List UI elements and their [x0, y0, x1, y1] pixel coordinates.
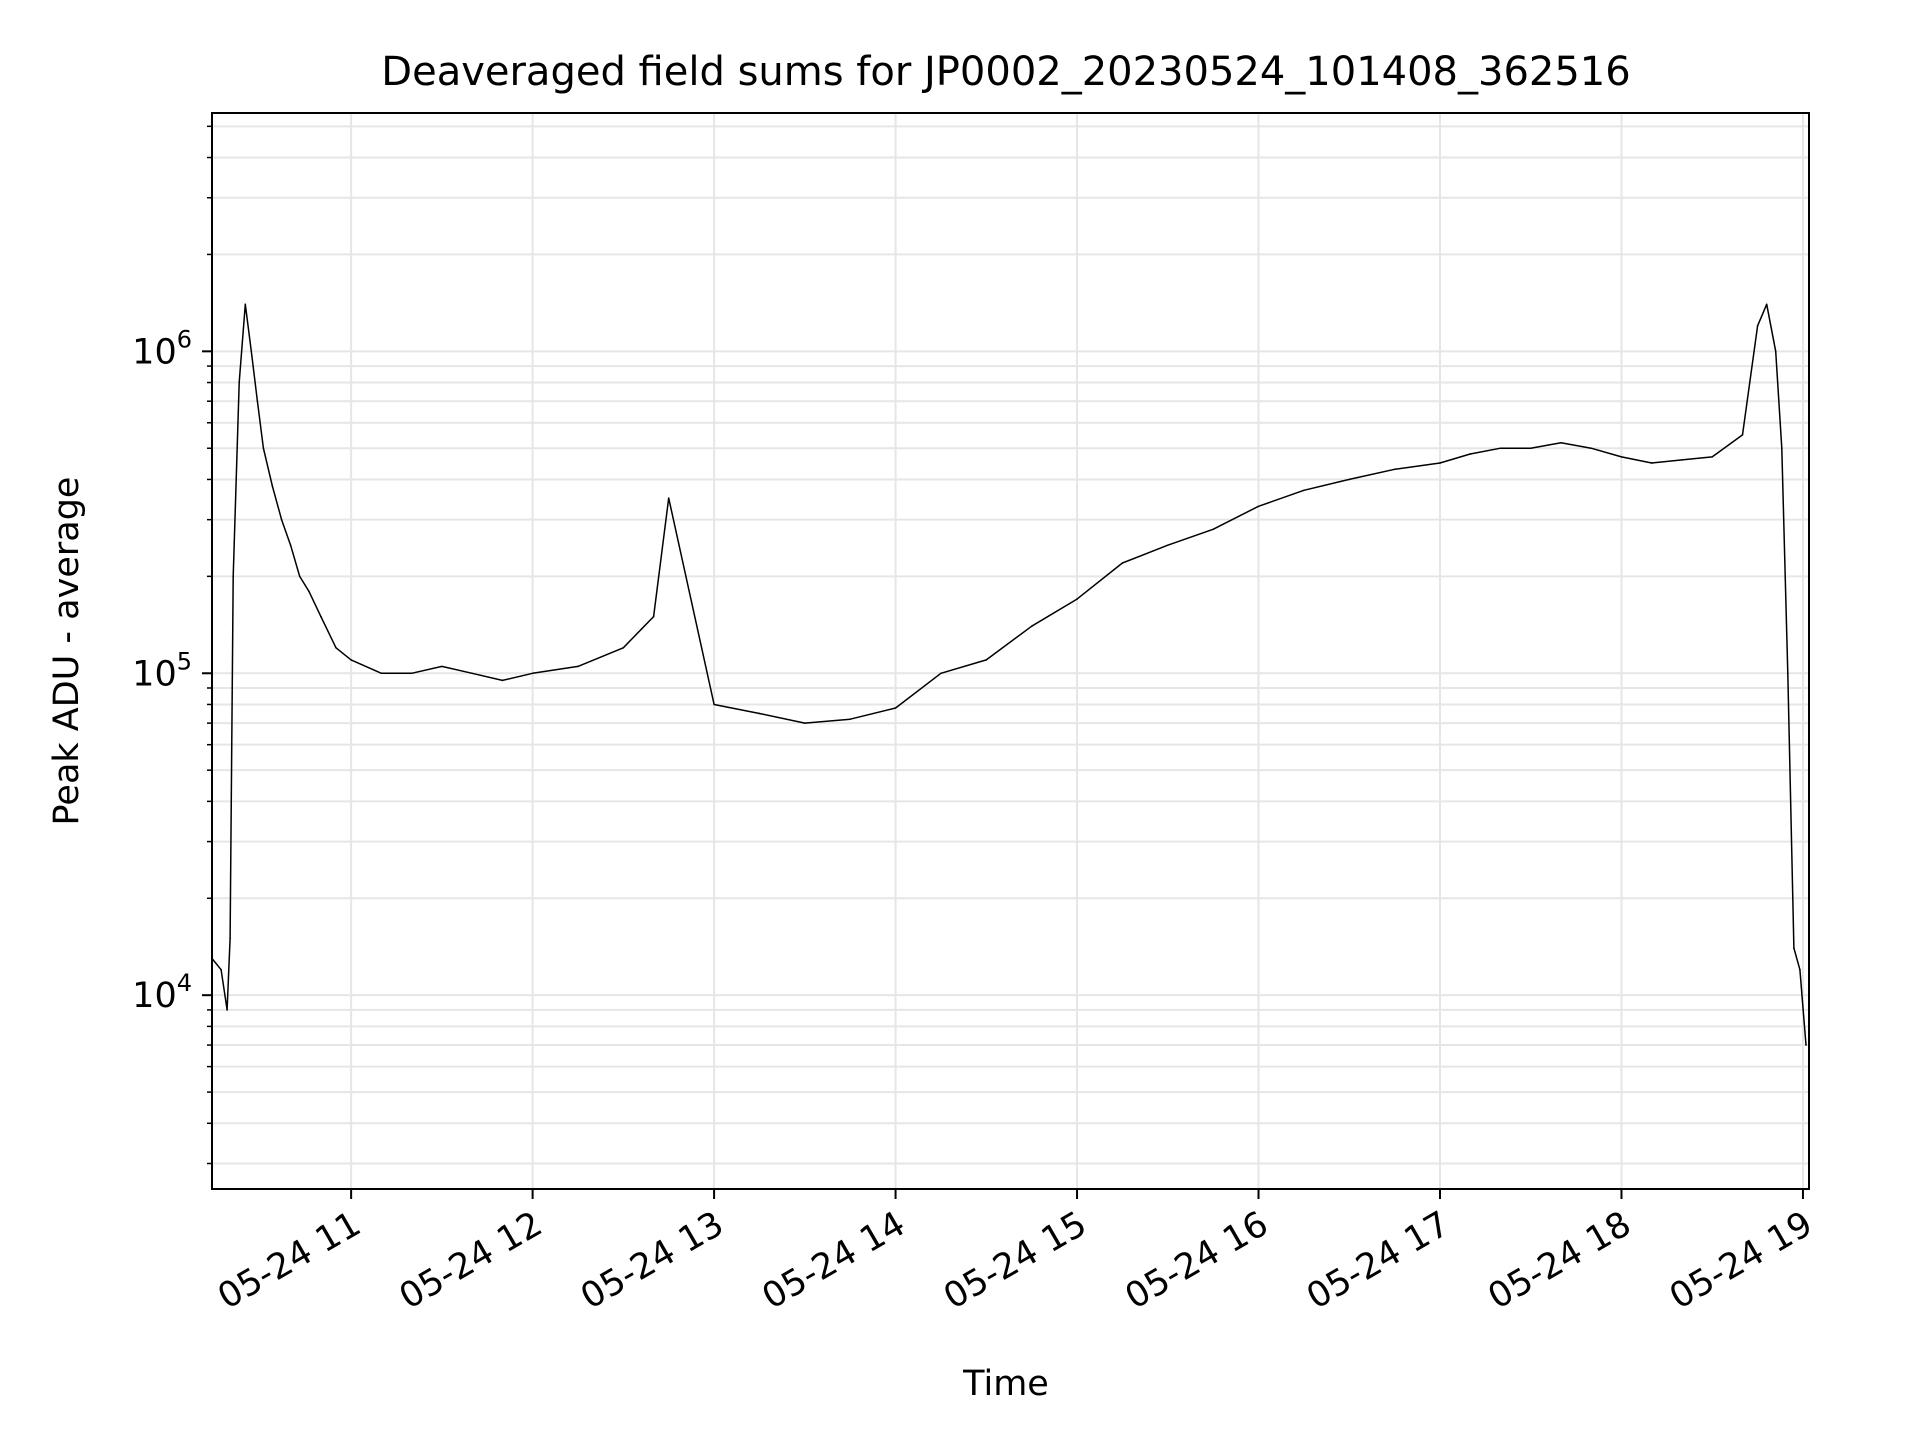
data-point — [1121, 562, 1124, 564]
data-point — [804, 722, 806, 724]
data-point — [1741, 434, 1744, 436]
data-point — [250, 350, 253, 353]
y-tick-label: 105 — [132, 647, 192, 694]
y-tick-label: 106 — [132, 325, 192, 372]
data-point — [1780, 447, 1783, 450]
data-point — [232, 575, 234, 578]
data-point — [280, 518, 283, 521]
data-point — [238, 381, 241, 384]
data-point — [985, 659, 988, 661]
data-point — [441, 665, 443, 668]
data-point — [622, 646, 625, 649]
data-point — [1030, 625, 1033, 628]
data-point — [471, 672, 473, 675]
data-point — [894, 707, 897, 709]
data-point — [298, 575, 301, 578]
data-point — [531, 672, 534, 675]
data-point — [1799, 968, 1801, 971]
data-point — [226, 1009, 228, 1011]
data-point — [1076, 598, 1078, 600]
x-axis-label: Time — [962, 1364, 1049, 1404]
data-point — [262, 447, 265, 450]
data-point — [1303, 489, 1305, 492]
data-point — [1348, 478, 1351, 481]
data-point — [1166, 544, 1169, 546]
data-point — [713, 703, 715, 706]
data-point — [577, 665, 579, 668]
plot-frame — [211, 112, 1810, 1190]
data-point — [307, 590, 310, 592]
data-point — [1793, 947, 1795, 949]
data-point — [244, 303, 247, 306]
data-point — [1765, 303, 1768, 306]
data-point — [1590, 447, 1593, 450]
data-point — [1711, 456, 1714, 458]
data-point — [1805, 1044, 1807, 1046]
data-point — [501, 679, 504, 682]
data-point — [1257, 505, 1260, 508]
data-point — [335, 646, 337, 649]
data-point — [350, 659, 352, 661]
data-point — [1787, 672, 1789, 675]
data-point — [220, 968, 222, 971]
data-point — [320, 615, 322, 618]
data-point — [271, 485, 274, 488]
data-point — [940, 672, 942, 675]
data-point — [1560, 441, 1562, 444]
data-point — [1393, 468, 1396, 471]
data-point — [1469, 453, 1472, 455]
data-point — [652, 615, 655, 618]
data-point — [289, 544, 292, 546]
data-point — [1650, 462, 1653, 464]
y-axis-label: Peak ADU - average — [47, 477, 87, 826]
data-point — [758, 712, 761, 715]
data-point — [380, 672, 383, 675]
y-tick-label: 104 — [132, 969, 192, 1016]
data-point — [1529, 447, 1532, 450]
data-point — [1681, 459, 1683, 461]
y-axis: 104 105 106 — [132, 125, 212, 1165]
data-point — [849, 718, 851, 720]
data-point — [1774, 350, 1777, 353]
data-point — [1212, 528, 1214, 531]
grid-lines — [212, 113, 1809, 1189]
data-point — [410, 672, 413, 675]
data-point — [229, 937, 231, 940]
data-point — [1499, 447, 1502, 450]
data-point — [1439, 462, 1441, 464]
data-point — [1620, 456, 1623, 458]
data-point — [667, 497, 670, 499]
chart-title: Deaveraged field sums for JP0002_2023052… — [381, 49, 1630, 95]
data-point — [1756, 325, 1759, 327]
series-layer — [211, 303, 1807, 1046]
data-point — [256, 400, 259, 403]
